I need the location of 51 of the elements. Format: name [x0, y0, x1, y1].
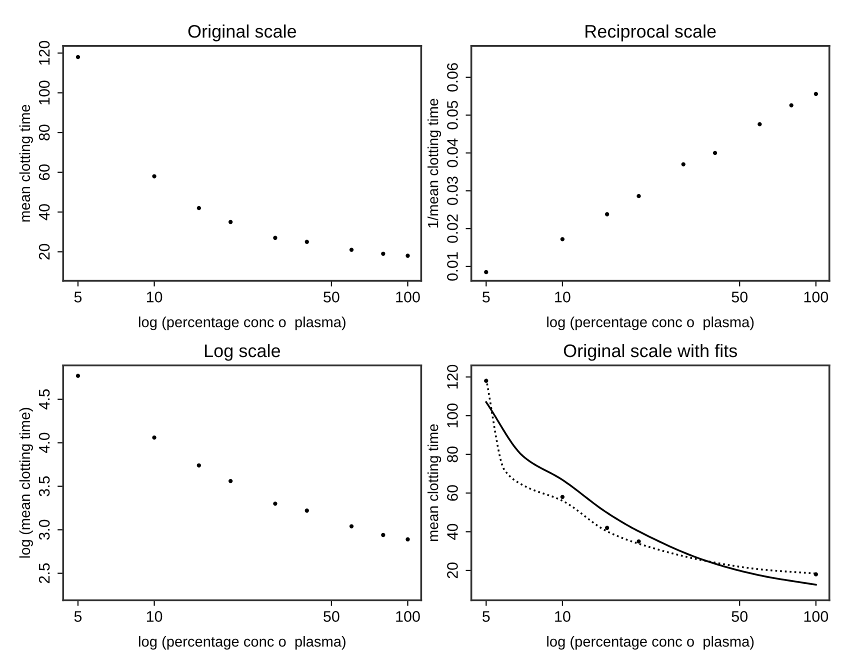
y-tick-label: 100	[447, 404, 458, 428]
x-tick-label: 5	[482, 292, 490, 302]
y-tick-label: 4.5	[39, 389, 50, 410]
x-axis-title: log (percentage conc o plasma)	[138, 636, 346, 650]
x-tick-label: 50	[732, 292, 748, 302]
x-tick-label: 5	[74, 292, 82, 302]
x-tick-label: 10	[555, 292, 570, 302]
y-tick-label: 120	[447, 364, 458, 389]
x-axis-title: log (percentage conc o plasma)	[547, 636, 754, 650]
y-tick-label: 0.06	[447, 63, 458, 92]
y-tick-label: 60	[38, 164, 50, 180]
y-tick-label: 4.0	[38, 432, 50, 454]
y-tick-label: 80	[38, 124, 50, 140]
x-tick-label: 10	[146, 611, 162, 622]
x-tick-label: 5	[74, 611, 82, 622]
chart-title: Log scale	[205, 344, 280, 361]
y-tick-label: 20	[38, 244, 50, 260]
x-tick-label: 50	[324, 611, 340, 622]
x-axis-title: log (percentage conc o plasma)	[547, 316, 754, 330]
y-tick-label: 0.05	[447, 100, 458, 130]
y-tick-label: 0.01	[447, 252, 458, 281]
chart-title: Reciprocal scale	[586, 24, 716, 42]
x-tick-label: 100	[804, 292, 828, 302]
y-tick-label: 3.0	[38, 520, 50, 540]
y-axis-title: 1/mean clotting time	[428, 98, 442, 228]
x-tick-label: 100	[804, 611, 828, 622]
y-tick-label: 80	[447, 446, 458, 462]
y-tick-label: 120	[38, 40, 50, 65]
chart-title: Original scale	[188, 24, 296, 42]
x-tick-label: 50	[324, 292, 340, 302]
y-tick-label: 100	[38, 80, 50, 104]
x-tick-label: 5	[482, 611, 490, 622]
x-tick-label: 100	[396, 611, 420, 622]
y-axis-title: mean clotting time	[428, 424, 442, 541]
chart-title: Original scale with fits	[564, 344, 737, 361]
y-tick-label: 40	[38, 204, 50, 220]
x-tick-label: 10	[146, 292, 162, 302]
y-tick-label: 60	[447, 485, 458, 501]
y-tick-label: 0.03	[447, 176, 458, 206]
y-axis-title: log (mean clotting time)	[19, 408, 33, 558]
x-tick-label: 50	[732, 611, 748, 622]
x-tick-label: 10	[555, 611, 570, 622]
y-tick-label: 40	[447, 524, 458, 540]
y-tick-label: 3.5	[38, 476, 50, 496]
y-axis-title: mean clotting time	[19, 104, 33, 222]
y-tick-label: 20	[447, 562, 458, 578]
x-tick-label: 100	[396, 292, 420, 302]
y-tick-label: 2.5	[38, 563, 50, 584]
x-axis-title: log (percentage conc o plasma)	[138, 316, 346, 330]
y-tick-label: 0.02	[447, 214, 458, 243]
y-tick-label: 0.04	[447, 138, 458, 168]
